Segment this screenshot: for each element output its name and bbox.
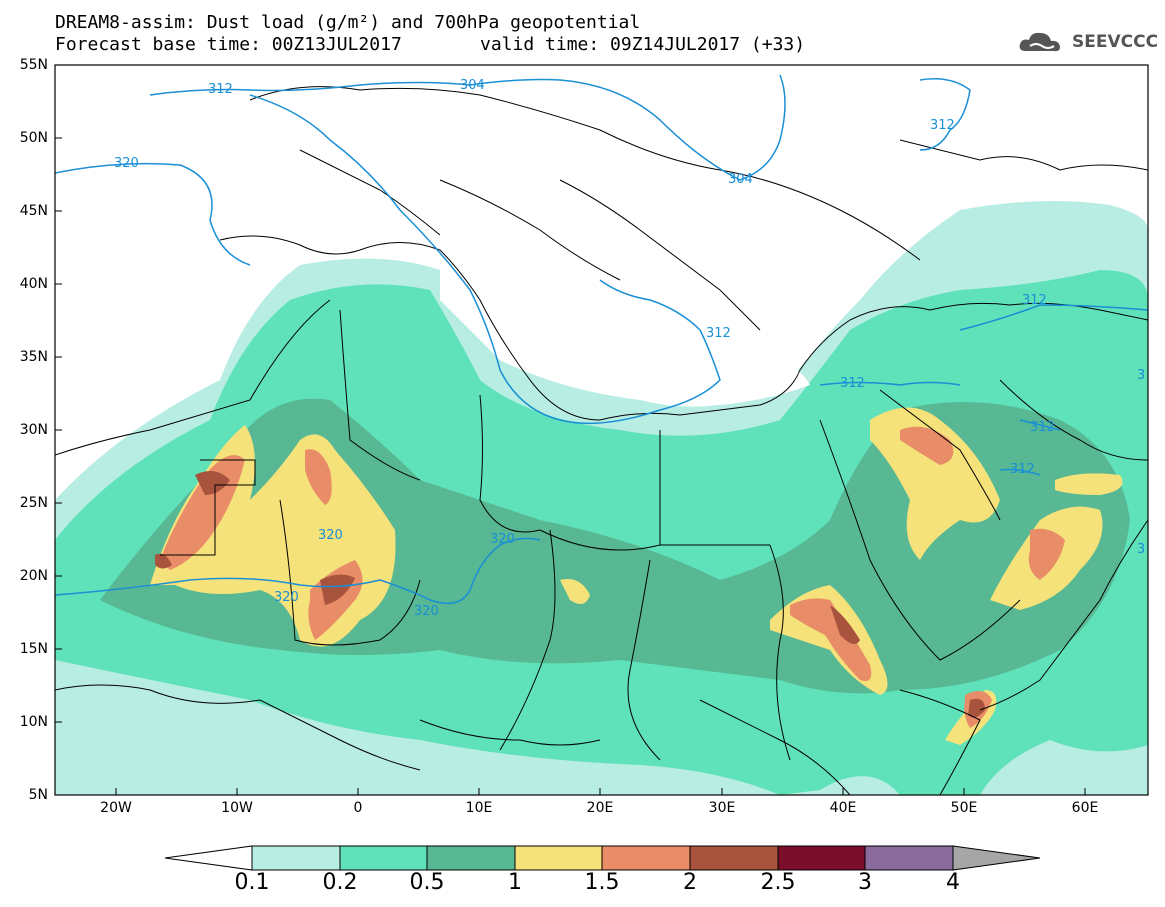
lat-label: 15N: [19, 641, 48, 657]
cloud-logo-icon: [1019, 32, 1060, 52]
lat-label: 35N: [19, 349, 48, 365]
axis-ticks: [55, 64, 1086, 795]
contour-label: 312: [1022, 293, 1047, 308]
contour-label: 3: [1137, 368, 1146, 383]
logo-text: SEEVCCC: [1072, 32, 1159, 52]
colorbar-label: 0.1: [234, 870, 270, 895]
lon-label: 20E: [586, 800, 614, 816]
colorbar-label: 0.2: [322, 870, 358, 895]
lon-label: 40E: [829, 800, 857, 816]
contour-label: 312: [1010, 462, 1035, 477]
colorbar-label: 4: [946, 870, 960, 895]
colorbar-label: 3: [858, 870, 872, 895]
colorbar-label: 2.5: [760, 870, 796, 895]
lat-label: 10N: [19, 714, 48, 730]
lat-label: 55N: [19, 57, 48, 73]
contour-label: 320: [490, 532, 515, 547]
lat-label: 50N: [19, 130, 48, 146]
colorbar-label: 0.5: [409, 870, 445, 895]
lon-label: 30E: [708, 800, 736, 816]
colorbar-label: 1.5: [584, 870, 620, 895]
lon-label: 10W: [221, 800, 253, 816]
colorbar-label: 2: [683, 870, 697, 895]
lon-label: 50E: [950, 800, 978, 816]
lat-label: 5N: [28, 787, 48, 803]
geopotential-contours: [55, 74, 1148, 605]
contour-label: 312: [706, 326, 731, 341]
lon-label: 10E: [465, 800, 493, 816]
lat-label: 30N: [19, 422, 48, 438]
forecast-base-time: Forecast base time: 00Z13JUL2017: [55, 34, 402, 55]
colorbar: [164, 845, 1041, 871]
lon-label: 60E: [1071, 800, 1099, 816]
lat-label: 40N: [19, 276, 48, 292]
contour-label: 312: [840, 376, 865, 391]
contour-label: 312: [208, 82, 233, 97]
contour-label: 320: [318, 528, 343, 543]
country-borders: [55, 86, 1148, 795]
map-title: DREAM8-assim: Dust load (g/m²) and 700hP…: [55, 12, 641, 33]
lat-label: 45N: [19, 203, 48, 219]
contour-label: 304: [728, 172, 753, 187]
valid-time: valid time: 09Z14JUL2017 (+33): [480, 34, 806, 55]
contour-label: 312: [930, 118, 955, 133]
contour-label: 312: [1030, 420, 1055, 435]
contour-label: 320: [114, 156, 139, 171]
dust-field: [55, 65, 1148, 795]
contour-label: 320: [414, 604, 439, 619]
lon-label: 20W: [100, 800, 132, 816]
lat-label: 25N: [19, 495, 48, 511]
lon-label: 0: [353, 800, 363, 816]
colorbar-label: 1: [508, 870, 522, 895]
contour-label: 304: [460, 78, 485, 93]
lat-label: 20N: [19, 568, 48, 584]
contour-label: 3: [1137, 542, 1146, 557]
contour-label: 320: [274, 590, 299, 605]
